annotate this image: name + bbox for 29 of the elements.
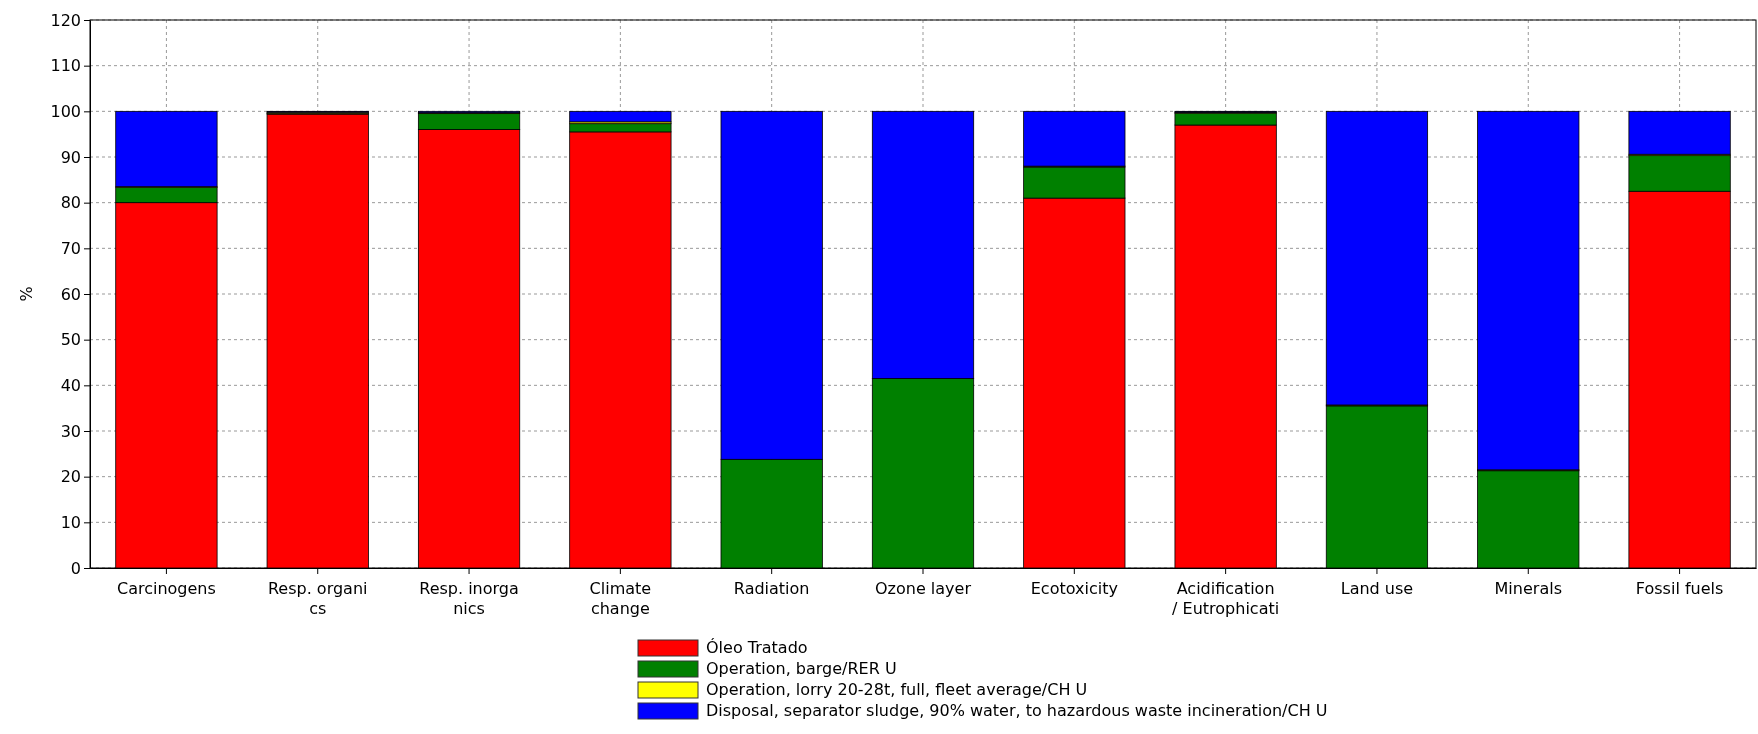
x-tick-label: Resp. organi cs	[267, 579, 368, 618]
y-tick-label: 10	[60, 512, 81, 532]
y-tick-label: 90	[60, 147, 81, 167]
y-tick-label: 60	[60, 284, 81, 304]
y-tick-label: 0	[70, 558, 81, 578]
x-tick-label: Radiation	[733, 579, 810, 598]
legend-label: Óleo Tratado	[706, 638, 808, 657]
y-tick-label: 80	[60, 193, 81, 213]
x-tick-label: Resp. inorga nics	[419, 579, 519, 618]
y-tick-label: 20	[60, 467, 81, 487]
x-tick-label: Acidification / Eutrophicati	[1172, 579, 1280, 618]
x-tick-label: Minerals	[1494, 579, 1562, 598]
legend-label: Operation, barge/RER U	[706, 659, 897, 678]
y-tick-label: 110	[50, 56, 81, 76]
y-tick-label: 30	[60, 421, 81, 441]
y-tick-label: 70	[60, 238, 81, 258]
y-tick-label: 100	[50, 101, 81, 121]
x-tick-label: Climate change	[589, 579, 652, 618]
y-tick-label: 50	[60, 330, 81, 350]
legend-label: Operation, lorry 20-28t, full, fleet average/CH U	[706, 680, 1088, 699]
y-axis-title: %	[17, 286, 36, 302]
y-tick-label: 120	[50, 10, 81, 30]
x-tick-label: Ozone layer	[875, 579, 972, 598]
x-tick-label: Ecotoxicity	[1030, 579, 1118, 598]
x-tick-label: Land use	[1340, 579, 1414, 598]
legend-label: Disposal, separator sludge, 90% water, to hazardous waste incineration/CH U	[706, 701, 1328, 720]
x-tick-label: Fossil fuels	[1635, 579, 1724, 598]
y-tick-label: 40	[60, 375, 81, 395]
x-tick-label: Carcinogens	[116, 579, 216, 598]
